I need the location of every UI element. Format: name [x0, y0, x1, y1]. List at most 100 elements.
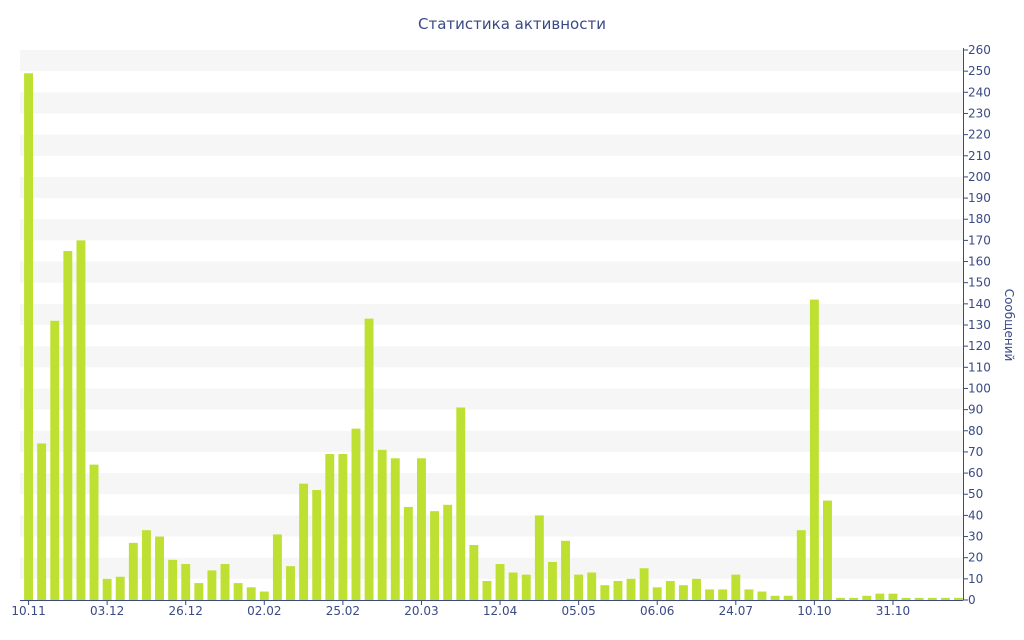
bar [272, 534, 282, 600]
bar [325, 454, 335, 600]
bar [469, 545, 479, 600]
bar [508, 572, 518, 600]
bar [312, 490, 322, 600]
grid-band [20, 50, 963, 72]
bar [692, 578, 701, 600]
y-tick-label: 140 [968, 297, 991, 311]
y-tick-label: 50 [968, 487, 983, 501]
bar [744, 589, 754, 600]
bar [587, 572, 597, 600]
bar [901, 597, 911, 600]
y-tick-label: 220 [968, 128, 991, 142]
bar [705, 589, 715, 600]
bar [246, 587, 256, 600]
y-tick-label: 190 [968, 191, 991, 205]
bar [141, 530, 151, 600]
y-tick-label: 210 [968, 149, 991, 163]
bar [89, 464, 99, 600]
bar [443, 504, 453, 600]
bar [626, 578, 636, 600]
grid-band [20, 430, 963, 452]
x-tick-label: 12.04 [483, 604, 517, 618]
grid-band [20, 473, 963, 495]
bar [783, 595, 793, 600]
bar [862, 595, 872, 600]
y-tick-label: 60 [968, 466, 983, 480]
bar [836, 597, 846, 600]
bar [417, 458, 426, 600]
bar [561, 540, 570, 600]
bar [914, 597, 924, 600]
y-tick-label: 230 [968, 106, 991, 120]
bar [665, 580, 675, 600]
bar [76, 240, 86, 600]
bar [194, 583, 204, 600]
grid-band [20, 176, 963, 199]
bar [940, 597, 950, 600]
y-tick-label: 200 [968, 170, 991, 184]
bar [24, 73, 34, 601]
bar [377, 449, 387, 600]
x-tick-label: 25.02 [326, 604, 360, 618]
bar [207, 570, 217, 600]
bar [233, 583, 243, 600]
y-tick-label: 160 [968, 255, 991, 269]
bar [299, 483, 309, 600]
grid-band [20, 346, 963, 368]
bar [338, 454, 348, 600]
bar [718, 589, 728, 600]
y-tick-label: 90 [968, 403, 983, 417]
bar [849, 597, 859, 600]
bar [547, 561, 557, 600]
y-tick-label: 20 [968, 551, 983, 565]
bar [456, 407, 466, 600]
y-tick-label: 10 [968, 572, 983, 586]
grid-band [20, 261, 963, 283]
y-tick-label: 40 [968, 508, 983, 522]
bar [534, 515, 544, 600]
x-tick-label: 02.02 [247, 604, 281, 618]
y-tick-label: 180 [968, 212, 991, 226]
y-tick-label: 110 [968, 360, 991, 374]
bar [652, 587, 662, 600]
bar [168, 559, 178, 600]
bar [390, 458, 400, 600]
bar [286, 566, 295, 600]
bar [521, 574, 531, 600]
grid-band [20, 303, 963, 325]
grid-band [20, 388, 963, 410]
x-tick-label: 06.06 [640, 604, 674, 618]
bar [678, 585, 688, 600]
grid-band [20, 134, 963, 156]
bar [574, 574, 584, 600]
grid-band [20, 219, 963, 241]
bar [639, 568, 649, 600]
y-tick-label: 80 [968, 424, 983, 438]
bar [731, 574, 741, 600]
bar [953, 597, 963, 600]
bar [37, 443, 47, 600]
bar [927, 597, 937, 600]
y-tick-label: 130 [968, 318, 991, 332]
bar [809, 299, 819, 600]
chart-title: Статистика активности [418, 15, 606, 33]
bar [364, 318, 374, 600]
y-tick-label: 240 [968, 85, 991, 99]
bar [875, 593, 885, 600]
bar [495, 564, 505, 600]
grid-band [20, 557, 963, 579]
bar [102, 578, 112, 600]
bar [888, 593, 898, 600]
y-tick-label: 170 [968, 233, 991, 247]
x-tick-label: 26.12 [169, 604, 203, 618]
bar [155, 536, 164, 600]
x-tick-label: 24.07 [719, 604, 753, 618]
bar [770, 595, 780, 600]
y-axis-title: Сообщений [1002, 289, 1016, 362]
x-tick-label: 20.03 [404, 604, 438, 618]
bar [823, 500, 832, 600]
y-tick-label: 100 [968, 381, 991, 395]
y-tick-label: 70 [968, 445, 983, 459]
